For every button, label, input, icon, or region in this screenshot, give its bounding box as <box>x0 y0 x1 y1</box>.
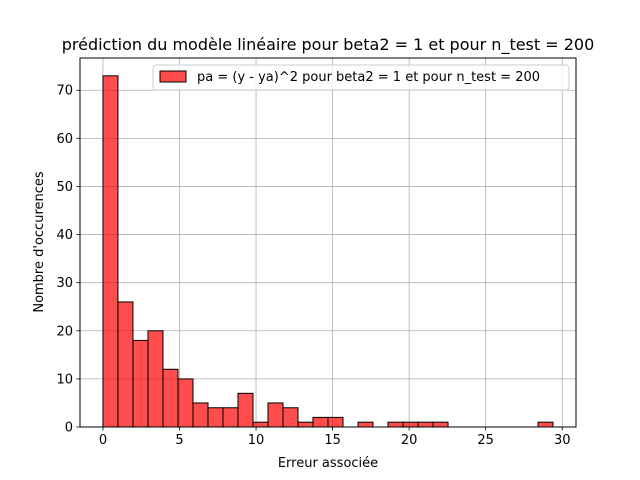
histogram-bar <box>417 421 434 428</box>
histogram-bar <box>312 416 329 428</box>
y-axis-ticks: 0 10 20 30 40 50 60 70 <box>56 84 80 436</box>
x-axis-label: Erreur associée <box>278 456 378 471</box>
histogram-bar <box>207 407 224 428</box>
x-tick-label: 5 <box>175 433 183 448</box>
grid-lines <box>80 58 576 428</box>
histogram-bar <box>387 421 404 428</box>
y-tick-label: 40 <box>56 228 73 243</box>
plot-frame <box>79 57 577 428</box>
legend-swatch <box>159 70 187 83</box>
histogram-bar <box>432 421 449 428</box>
x-tick-label: 0 <box>99 433 107 448</box>
histogram-bar <box>237 392 254 428</box>
histogram-bar <box>162 368 179 428</box>
y-tick-label: 50 <box>56 180 73 195</box>
x-tick-label: 10 <box>248 433 265 448</box>
histogram-bar <box>267 402 284 428</box>
legend: pa = (y - ya)^2 pour beta2 = 1 et pour n… <box>152 64 570 91</box>
histogram-bar <box>222 407 239 428</box>
histogram-bar <box>327 416 344 428</box>
histogram-bar <box>402 421 419 428</box>
histogram-bar <box>132 339 149 428</box>
histogram-bar <box>537 421 554 428</box>
x-tick-label: 30 <box>554 433 571 448</box>
histogram-bar <box>192 402 209 428</box>
bars <box>102 75 554 428</box>
histogram-bar <box>357 421 374 428</box>
histogram-bar <box>177 378 194 428</box>
histogram-bar <box>297 421 314 428</box>
y-tick-label: 30 <box>56 276 73 291</box>
histogram-bar <box>102 75 119 428</box>
y-tick-label: 60 <box>56 132 73 147</box>
legend-box <box>152 64 570 91</box>
histogram-bar <box>147 330 164 428</box>
x-axis-ticks: 0 5 10 15 20 25 30 <box>99 427 571 448</box>
y-tick-label: 10 <box>56 372 73 387</box>
x-tick-label: 20 <box>401 433 418 448</box>
y-tick-label: 70 <box>56 84 73 99</box>
chart-title: prédiction du modèle linéaire pour beta2… <box>62 35 595 55</box>
x-tick-label: 15 <box>324 433 341 448</box>
y-tick-label: 0 <box>65 421 73 436</box>
legend-label: pa = (y - ya)^2 pour beta2 = 1 et pour n… <box>197 70 540 85</box>
histogram-bar <box>252 421 269 428</box>
y-axis-label: Nombre d'occurences <box>32 171 47 313</box>
histogram-bar <box>282 407 299 428</box>
x-tick-label: 25 <box>477 433 494 448</box>
y-tick-label: 20 <box>56 324 73 339</box>
histogram-bar <box>117 301 134 428</box>
